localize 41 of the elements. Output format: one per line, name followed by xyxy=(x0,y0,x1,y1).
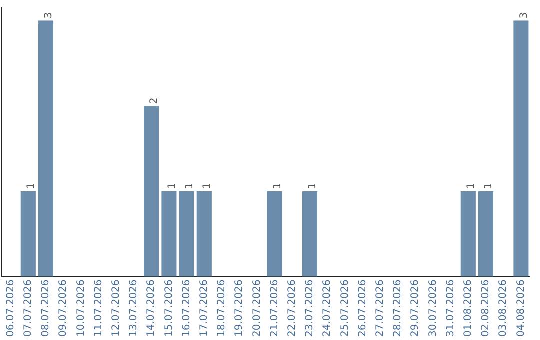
data-label: 3 xyxy=(44,12,55,19)
data-label: 1 xyxy=(308,183,319,190)
x-tick-label: 17.07.2026 xyxy=(198,280,210,338)
data-label: 1 xyxy=(484,183,495,190)
x-tick-label: 25.07.2026 xyxy=(340,280,351,338)
x-tick-label: 14.07.2026 xyxy=(146,280,158,338)
x-tick-label: 02.08.2026 xyxy=(480,280,492,338)
x-tick-label: 24.07.2026 xyxy=(322,280,334,338)
x-tick-label: 19.07.2026 xyxy=(234,280,246,338)
data-label: 1 xyxy=(166,183,178,190)
x-tick-label: 20.07.2026 xyxy=(252,280,263,338)
x-tick-label: 09.07.2026 xyxy=(58,280,70,338)
data-label: 3 xyxy=(518,12,530,19)
x-tick-label: 18.07.2026 xyxy=(216,280,228,338)
x-tick-label: 11.07.2026 xyxy=(93,280,104,338)
data-label: 1 xyxy=(26,183,37,190)
x-tick-label: 21.07.2026 xyxy=(269,280,280,338)
x-tick-label: 04.08.2026 xyxy=(516,280,527,338)
x-tick-label: 15.07.2026 xyxy=(164,280,175,338)
data-label: 1 xyxy=(466,183,477,190)
x-tick-label: 31.07.2026 xyxy=(445,280,456,338)
data-label: 1 xyxy=(272,183,284,190)
x-tick-label: 12.07.2026 xyxy=(110,280,122,338)
x-tick-label: 22.07.2026 xyxy=(286,280,298,338)
x-tick-label: 01.08.2026 xyxy=(462,280,474,338)
x-tick-label: 03.08.2026 xyxy=(498,280,510,338)
x-tick-label: 27.07.2026 xyxy=(374,280,386,338)
x-tick-label: 08.07.2026 xyxy=(40,280,52,338)
x-tick-label: 13.07.2026 xyxy=(128,280,140,338)
x-tick-label: 30.07.2026 xyxy=(428,280,439,338)
data-label: 1 xyxy=(184,183,196,190)
x-tick-label: 26.07.2026 xyxy=(357,280,368,338)
x-tick-label: 07.07.2026 xyxy=(22,280,34,338)
x-tick-label: 16.07.2026 xyxy=(181,280,192,338)
x-tick-label: 23.07.2026 xyxy=(304,280,316,338)
data-label: 1 xyxy=(202,183,213,190)
x-tick-label: 28.07.2026 xyxy=(392,280,404,338)
data-label: 2 xyxy=(149,98,160,104)
x-tick-label: 29.07.2026 xyxy=(410,280,422,338)
x-tick-label: 06.07.2026 xyxy=(5,280,16,338)
x-tick-label: 10.07.2026 xyxy=(76,280,87,338)
